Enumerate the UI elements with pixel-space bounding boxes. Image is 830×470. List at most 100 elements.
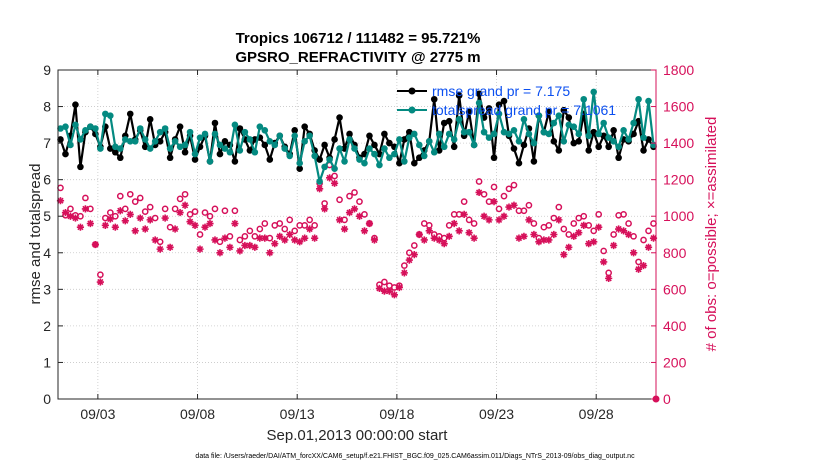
totalspread-point bbox=[276, 132, 284, 140]
totalspread-point bbox=[191, 150, 199, 158]
obs-possible-point bbox=[410, 242, 418, 249]
rmse-point bbox=[62, 150, 69, 158]
totalspread-point bbox=[640, 134, 647, 141]
y-axis-label: rmse and totalspread bbox=[27, 164, 44, 305]
chart-subtitle: GPSRO_REFRACTIVITY @ 2775 m bbox=[235, 49, 480, 66]
totalspread-point bbox=[460, 128, 468, 136]
obs-possible-point bbox=[111, 212, 119, 220]
rmse-point bbox=[246, 147, 254, 154]
totalspread-point bbox=[256, 123, 264, 130]
totalspread-point bbox=[381, 145, 388, 152]
totalspread-point bbox=[525, 130, 533, 138]
totalspread-point bbox=[351, 145, 358, 152]
rmse-point bbox=[107, 145, 114, 152]
obs-possible-point bbox=[116, 192, 124, 200]
rmse-point bbox=[430, 95, 438, 103]
rmse-point bbox=[191, 156, 199, 163]
obs-possible-point bbox=[530, 220, 538, 227]
rmse-point bbox=[605, 143, 612, 151]
obs-possible-point bbox=[595, 211, 603, 218]
rmse-point bbox=[211, 119, 219, 127]
totalspread-point bbox=[161, 125, 169, 132]
obs-possible-point bbox=[286, 216, 294, 224]
totalspread-point bbox=[435, 130, 443, 138]
obs-possible-point bbox=[351, 189, 358, 196]
obs-possible-point bbox=[625, 220, 632, 227]
obs-assimilated-point bbox=[440, 240, 448, 248]
obs-assimilated-point bbox=[241, 241, 249, 250]
obs-assimilated-point bbox=[530, 230, 538, 239]
obs-possible-point bbox=[570, 220, 578, 227]
obs-assimilated-point bbox=[301, 234, 309, 242]
obs-assimilated-point bbox=[420, 236, 428, 244]
obs-possible-point bbox=[475, 178, 483, 185]
obs-assimilated-point bbox=[590, 238, 598, 246]
y2-tick-label: 200 bbox=[663, 354, 687, 370]
obs-assimilated-point bbox=[311, 234, 319, 242]
totalspread-point bbox=[281, 145, 289, 152]
rmse-point bbox=[610, 127, 617, 134]
y2-tick-label: 600 bbox=[663, 281, 687, 297]
obs-possible-point bbox=[580, 212, 588, 220]
rmse-point bbox=[570, 139, 578, 147]
totalspread-point bbox=[186, 128, 194, 136]
rmse-point bbox=[216, 150, 224, 158]
obs-possible-point bbox=[97, 271, 104, 279]
obs-assimilated-point bbox=[600, 258, 608, 266]
obs-possible-point bbox=[196, 231, 204, 238]
obs-assimilated-point bbox=[246, 241, 254, 250]
totalspread-point bbox=[316, 178, 323, 185]
totalspread-point bbox=[615, 143, 622, 151]
obs-possible-point bbox=[141, 208, 149, 216]
rmse-point bbox=[555, 147, 563, 154]
totalspread-point bbox=[620, 127, 627, 134]
totalspread-point bbox=[530, 139, 538, 147]
rmse-point bbox=[381, 130, 388, 138]
y2-tick-label: 1600 bbox=[663, 99, 694, 115]
totalspread-point bbox=[590, 88, 598, 96]
y2-zero-marker bbox=[652, 395, 660, 403]
obs-assimilated-point bbox=[615, 225, 623, 233]
obs-possible-point bbox=[465, 216, 473, 224]
totalspread-point bbox=[450, 136, 458, 143]
rmse-point bbox=[415, 154, 423, 162]
obs-assimilated-point bbox=[330, 179, 339, 187]
rmse-point bbox=[181, 148, 189, 156]
rmse-point bbox=[116, 154, 124, 162]
obs-possible-point bbox=[211, 205, 219, 213]
obs-assimilated-point bbox=[555, 216, 563, 224]
totalspread-point bbox=[251, 148, 259, 156]
totalspread-point bbox=[136, 125, 144, 132]
legend-totalspread-marker bbox=[408, 106, 416, 114]
totalspread-point bbox=[595, 130, 602, 138]
rmse-point bbox=[126, 110, 134, 118]
totalspread-point bbox=[77, 136, 84, 143]
obs-assimilated-point bbox=[485, 216, 493, 224]
obs-assimilated-point bbox=[101, 221, 109, 229]
rmse-point bbox=[435, 147, 443, 154]
totalspread-point bbox=[241, 128, 249, 136]
totalspread-point bbox=[475, 99, 483, 107]
x-tick-label: 09/28 bbox=[579, 406, 614, 422]
obs-assimilated-point bbox=[136, 214, 144, 222]
obs-assimilated-point bbox=[325, 174, 334, 182]
obs-assimilated-point bbox=[181, 201, 189, 209]
totalspread-point bbox=[480, 128, 488, 136]
totalspread-point bbox=[107, 112, 114, 119]
totalspread-point bbox=[635, 95, 642, 103]
totalspread-point bbox=[445, 130, 453, 138]
obs-assimilated-point bbox=[400, 269, 408, 277]
obs-assimilated-point bbox=[191, 221, 199, 229]
rmse-point bbox=[475, 90, 483, 98]
obs-assimilated-point bbox=[445, 232, 453, 240]
totalspread-point bbox=[645, 97, 652, 105]
obs-assimilated-point bbox=[385, 287, 393, 295]
rmse-point bbox=[440, 119, 448, 127]
axis-layer: 09/03 09/08 09/13 09/18 09/23 09/28 0 1 2 3 4 5 6 7 8 9… bbox=[43, 62, 694, 422]
obs-assimilated-point bbox=[620, 227, 628, 235]
obs-assimilated-point bbox=[226, 243, 234, 251]
obs-assimilated-point bbox=[495, 216, 503, 224]
obs-assimilated-point bbox=[146, 216, 154, 224]
rmse-point bbox=[500, 97, 508, 105]
totalspread-point bbox=[221, 145, 229, 152]
